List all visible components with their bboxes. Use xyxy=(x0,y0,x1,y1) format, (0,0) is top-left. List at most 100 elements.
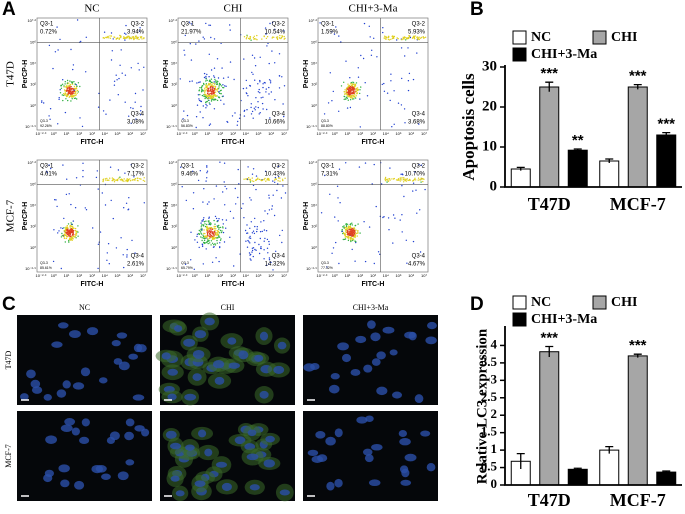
event-dot xyxy=(249,227,251,229)
cell-nucleus xyxy=(221,482,232,491)
x-tick-label: 10⁵ xyxy=(395,131,401,136)
event-dot xyxy=(259,237,261,240)
event-dot xyxy=(324,174,326,177)
event-dot xyxy=(412,240,415,243)
event-dot xyxy=(118,38,120,40)
event-dot xyxy=(257,106,259,109)
quadrant-name: Q3-3 xyxy=(321,261,329,265)
event-dot xyxy=(132,179,134,181)
event-dot xyxy=(202,235,205,238)
event-dot xyxy=(204,242,207,244)
event-dot xyxy=(210,88,212,90)
event-dot xyxy=(48,44,51,47)
event-dot xyxy=(393,90,395,92)
event-dot xyxy=(281,241,283,244)
event-dot xyxy=(206,89,209,92)
event-dot xyxy=(406,262,408,264)
row-label: T47D xyxy=(4,350,13,369)
event-dot xyxy=(350,229,352,231)
event-dot xyxy=(373,37,375,39)
event-dot xyxy=(350,93,353,95)
event-dot xyxy=(409,179,411,181)
event-dot xyxy=(332,90,334,93)
y-axis-label: Relative LC3 expression xyxy=(474,328,490,484)
cell-nucleus xyxy=(117,471,129,481)
event-dot xyxy=(70,228,72,230)
cell-nucleus xyxy=(72,382,85,390)
event-dot xyxy=(243,178,245,180)
event-dot xyxy=(390,38,392,41)
cell-nucleus xyxy=(404,453,417,462)
event-dot xyxy=(204,223,206,225)
event-dot xyxy=(68,238,71,241)
event-dot xyxy=(205,75,207,78)
event-dot xyxy=(221,230,223,232)
cell-nucleus xyxy=(426,321,437,330)
event-dot xyxy=(264,210,266,212)
event-dot xyxy=(191,80,193,82)
event-dot xyxy=(243,58,245,60)
quadrant-name: Q3-4 xyxy=(412,254,426,260)
x-tick-label: 10⁰ xyxy=(51,131,57,136)
x-tick-label: 10⁷ xyxy=(140,273,146,278)
event-dot xyxy=(105,179,107,181)
quadrant-percent: 4.61% xyxy=(40,172,58,178)
event-dot xyxy=(213,235,215,237)
event-dot xyxy=(203,235,206,238)
event-dot xyxy=(65,237,68,240)
error-bar xyxy=(573,148,582,152)
y-tick-label: 0 xyxy=(490,178,498,194)
event-dot xyxy=(213,92,215,95)
quadrant-percent: 1.59% xyxy=(321,30,339,36)
event-dot xyxy=(217,77,220,79)
cell-nucleus xyxy=(118,361,130,371)
event-dot xyxy=(186,114,189,117)
micrograph xyxy=(155,312,295,406)
event-dot xyxy=(323,113,326,115)
event-dot xyxy=(210,90,212,92)
event-dot xyxy=(213,38,216,40)
x-tick-label: 10³ xyxy=(230,131,236,136)
event-dot xyxy=(248,177,250,179)
event-dot xyxy=(63,94,65,97)
event-dot xyxy=(349,106,352,109)
event-dot xyxy=(57,123,59,125)
event-dot xyxy=(113,36,115,38)
event-dot xyxy=(215,185,218,187)
significance: *** xyxy=(540,65,558,82)
y-tick-label: 10⁷·² xyxy=(27,18,36,23)
event-dot xyxy=(418,123,420,125)
event-dot xyxy=(346,227,348,229)
x-tick-label: 10⁰ xyxy=(192,131,198,136)
event-dot xyxy=(209,82,212,85)
cell-nucleus xyxy=(113,358,123,365)
panel-letter: D xyxy=(470,294,484,315)
row-label: MCF-7 xyxy=(4,444,13,468)
quadrant-percent: 4.67% xyxy=(408,262,426,268)
event-dot xyxy=(137,177,139,179)
event-dot xyxy=(245,87,248,89)
event-dot xyxy=(359,126,361,128)
event-dot xyxy=(215,227,217,230)
cell-nucleus xyxy=(363,448,373,456)
event-dot xyxy=(52,260,55,263)
event-dot xyxy=(210,100,213,102)
event-dot xyxy=(68,84,71,87)
event-dot xyxy=(415,189,417,191)
event-dot xyxy=(84,207,87,209)
event-dot xyxy=(57,49,59,51)
event-dot xyxy=(75,237,77,239)
cell-nucleus xyxy=(279,489,290,496)
cell-nucleus xyxy=(315,431,326,439)
event-dot xyxy=(70,95,72,98)
event-dot xyxy=(66,79,69,82)
plot-frame xyxy=(177,159,289,273)
event-dot xyxy=(102,37,105,39)
event-dot xyxy=(249,237,252,239)
event-dot xyxy=(258,113,260,115)
x-tick-label: 10¹ xyxy=(205,273,211,278)
x-tick-label: 10² xyxy=(76,273,82,278)
event-dot xyxy=(263,35,265,37)
event-dot xyxy=(75,94,78,96)
event-dot xyxy=(73,227,75,229)
